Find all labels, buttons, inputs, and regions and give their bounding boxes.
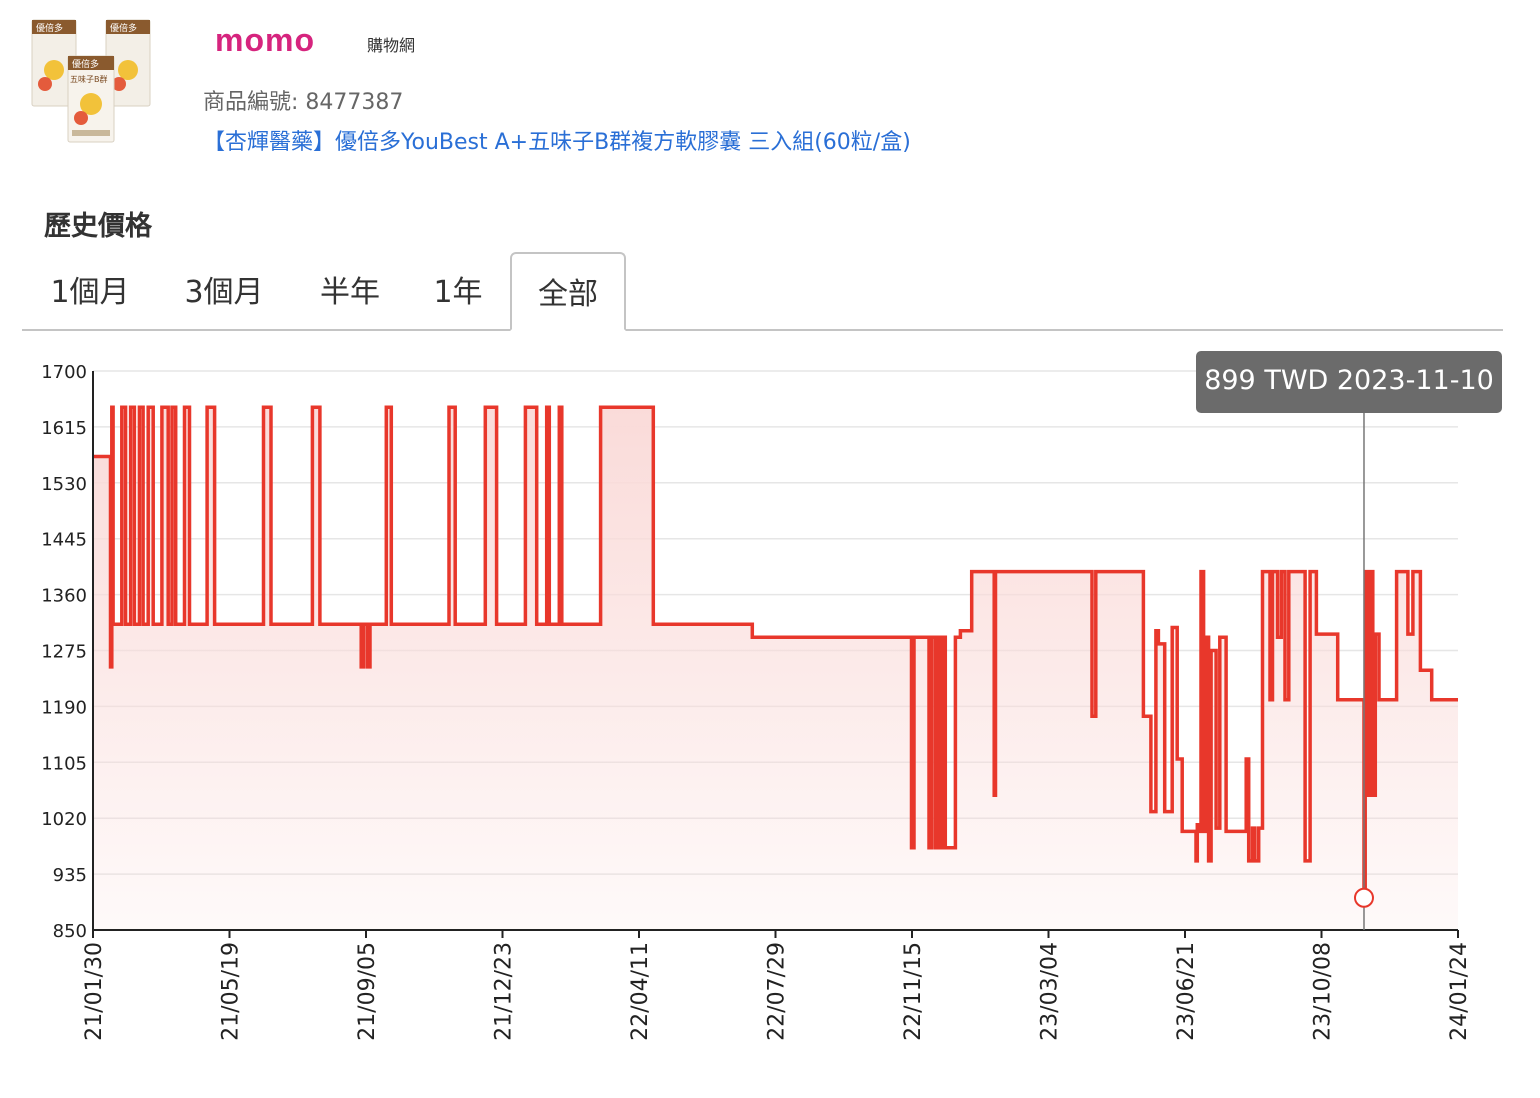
y-tick-label: 1020	[41, 809, 87, 830]
x-tick-label: 21/05/19	[219, 942, 244, 1041]
range-tabs: 1個月 3個月 半年 1年 全部	[22, 252, 1503, 331]
price-line	[93, 405, 1458, 900]
product-box-center: 優倍多 五味子B群	[67, 55, 115, 143]
y-tick-label: 1360	[41, 586, 87, 607]
y-tick-label: 1190	[41, 697, 87, 718]
tooltip-background	[1196, 351, 1502, 413]
product-box-left: 優倍多	[31, 19, 77, 107]
x-tick-label: 22/04/11	[628, 942, 653, 1041]
tooltip-text: 899 TWD 2023-11-10	[1204, 365, 1494, 396]
x-tick-label: 21/09/05	[355, 942, 380, 1041]
x-tick-label: 24/01/24	[1447, 942, 1472, 1041]
tab-1-year[interactable]: 1年	[433, 275, 483, 310]
x-tick-label: 22/11/15	[901, 942, 926, 1041]
y-tick-label: 1275	[41, 642, 87, 663]
y-tick-label: 1700	[41, 362, 87, 383]
y-tick-label: 850	[53, 921, 87, 942]
logo-text: momo	[215, 26, 315, 56]
thumb-brand-text: 優倍多	[110, 22, 137, 34]
thumb-product-text: 五味子B群	[70, 74, 108, 84]
product-id: 商品編號: 8477387	[203, 90, 404, 115]
thumb-brand-text: 優倍多	[36, 22, 63, 34]
y-tick-label: 1530	[41, 474, 87, 495]
y-tick-label: 1105	[41, 753, 87, 774]
price-area-fill	[93, 407, 1458, 930]
price-tooltip: 899 TWD 2023-11-10	[1196, 351, 1502, 413]
section-title: 歷史價格	[44, 211, 152, 242]
x-tick-label: 21/12/23	[492, 942, 517, 1041]
tab-all[interactable]: 全部	[510, 252, 626, 331]
price-history-chart[interactable]: 1700 1615 1530 1445 1360 1275 1190 1105 1020 935 8…	[0, 340, 1540, 1098]
x-tick-label: 22/07/29	[765, 942, 790, 1041]
x-tick-label: 23/06/21	[1174, 942, 1199, 1041]
product-box-right: 優倍多	[105, 19, 151, 107]
hover-point-marker[interactable]	[1353, 887, 1374, 908]
x-tick-label: 23/10/08	[1311, 942, 1336, 1041]
y-tick-label: 1445	[41, 530, 87, 551]
product-name-link[interactable]: 【杏輝醫藥】優倍多YouBest A+五味子B群複方軟膠囊 三入組(60粒/盒)	[203, 130, 911, 155]
product-thumbnail[interactable]: 優倍多 優倍多 優倍多 五味子B群	[30, 18, 155, 146]
thumb-brand-text: 優倍多	[72, 58, 99, 70]
momo-logo[interactable]: momo 購物網	[215, 24, 415, 58]
y-tick-label: 1615	[41, 418, 87, 439]
x-tick-label: 21/01/30	[82, 942, 107, 1041]
tab-3-months[interactable]: 3個月	[184, 275, 264, 310]
x-axis-ticks: 21/01/30 21/05/19 21/09/05 21/12/23 22/04/11…	[82, 930, 1472, 1041]
x-tick-label: 23/03/04	[1038, 942, 1063, 1041]
brand-subtext: 購物網	[367, 36, 416, 55]
y-axis-ticks: 1700 1615 1530 1445 1360 1275 1190 1105 1020 935 8…	[41, 362, 87, 942]
tab-half-year[interactable]: 半年	[320, 275, 380, 310]
y-tick-label: 935	[53, 865, 87, 886]
tab-1-month[interactable]: 1個月	[50, 275, 130, 310]
momo-wordmark: momo	[215, 26, 315, 56]
